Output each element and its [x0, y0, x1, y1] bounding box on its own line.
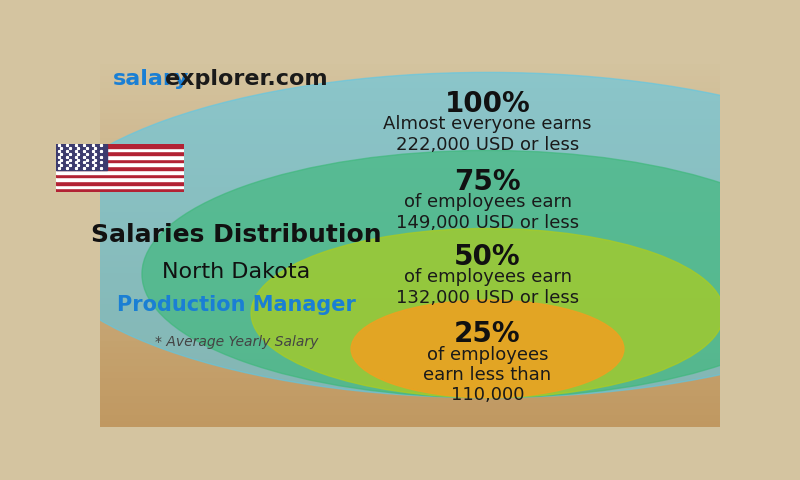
- Bar: [56, 166, 184, 170]
- Bar: [56, 162, 184, 166]
- Bar: [100, 421, 720, 427]
- Bar: [100, 113, 720, 119]
- Text: * Average Yearly Salary: * Average Yearly Salary: [154, 335, 318, 349]
- Bar: [100, 384, 720, 390]
- Bar: [100, 242, 720, 249]
- Text: 75%: 75%: [454, 168, 521, 196]
- Bar: [100, 181, 720, 187]
- Ellipse shape: [33, 72, 800, 397]
- Bar: [56, 181, 184, 185]
- Bar: [100, 205, 720, 212]
- Bar: [100, 150, 720, 156]
- Bar: [100, 353, 720, 360]
- Bar: [56, 159, 184, 162]
- Bar: [100, 236, 720, 242]
- Bar: [100, 310, 720, 316]
- Bar: [100, 199, 720, 205]
- Bar: [100, 415, 720, 421]
- Bar: [100, 168, 720, 175]
- Bar: [56, 148, 184, 151]
- Text: 25%: 25%: [454, 320, 521, 348]
- Text: 149,000 USD or less: 149,000 USD or less: [396, 214, 579, 232]
- Bar: [100, 70, 720, 76]
- Text: of employees: of employees: [426, 346, 548, 363]
- Bar: [56, 170, 184, 174]
- Text: Almost everyone earns: Almost everyone earns: [383, 115, 592, 133]
- Bar: [100, 360, 720, 366]
- Bar: [100, 95, 720, 101]
- Bar: [56, 177, 184, 181]
- Bar: [100, 341, 720, 347]
- Bar: [100, 76, 720, 82]
- Text: Salaries Distribution: Salaries Distribution: [91, 223, 382, 247]
- Bar: [56, 151, 184, 155]
- Text: Production Manager: Production Manager: [117, 295, 356, 315]
- Bar: [100, 396, 720, 403]
- Bar: [100, 329, 720, 335]
- Text: of employees earn: of employees earn: [403, 193, 571, 211]
- Bar: [100, 255, 720, 261]
- Ellipse shape: [251, 228, 724, 397]
- Bar: [100, 138, 720, 144]
- Bar: [100, 267, 720, 273]
- Bar: [100, 58, 720, 64]
- Bar: [100, 64, 720, 70]
- Bar: [100, 286, 720, 292]
- Bar: [100, 162, 720, 168]
- Ellipse shape: [142, 150, 800, 397]
- Bar: [100, 144, 720, 150]
- Bar: [100, 298, 720, 304]
- Bar: [100, 193, 720, 199]
- Bar: [56, 155, 184, 159]
- Bar: [100, 316, 720, 323]
- Text: explorer.com: explorer.com: [165, 69, 328, 89]
- Bar: [56, 144, 184, 148]
- Text: 132,000 USD or less: 132,000 USD or less: [396, 288, 579, 307]
- Bar: [56, 185, 184, 188]
- Bar: [100, 249, 720, 255]
- Ellipse shape: [351, 300, 624, 397]
- Bar: [100, 119, 720, 125]
- Bar: [100, 366, 720, 372]
- Bar: [100, 408, 720, 415]
- Bar: [100, 261, 720, 267]
- Bar: [100, 88, 720, 95]
- Bar: [100, 347, 720, 353]
- Text: earn less than: earn less than: [423, 366, 551, 384]
- Bar: [100, 218, 720, 224]
- Bar: [100, 292, 720, 298]
- Bar: [100, 187, 720, 193]
- Bar: [100, 212, 720, 218]
- Text: North Dakota: North Dakota: [162, 262, 310, 282]
- Text: 110,000: 110,000: [450, 386, 524, 404]
- Bar: [100, 390, 720, 396]
- Bar: [100, 372, 720, 378]
- Bar: [100, 224, 720, 230]
- Bar: [56, 174, 184, 177]
- Bar: [100, 125, 720, 132]
- Bar: [100, 156, 720, 162]
- Bar: [100, 107, 720, 113]
- Bar: [100, 323, 720, 329]
- Bar: [100, 335, 720, 341]
- Bar: [100, 403, 720, 408]
- Bar: [100, 132, 720, 138]
- Text: 222,000 USD or less: 222,000 USD or less: [396, 136, 579, 154]
- Bar: [100, 230, 720, 236]
- Text: 50%: 50%: [454, 243, 521, 271]
- Bar: [100, 82, 720, 88]
- Text: salary: salary: [112, 69, 189, 89]
- Text: 100%: 100%: [445, 90, 530, 118]
- Bar: [100, 378, 720, 384]
- Bar: [100, 304, 720, 310]
- Bar: [100, 279, 720, 286]
- Bar: [100, 101, 720, 107]
- Bar: [56, 144, 107, 170]
- Bar: [100, 273, 720, 279]
- Bar: [56, 188, 184, 192]
- Bar: [100, 175, 720, 181]
- Text: of employees earn: of employees earn: [403, 268, 571, 286]
